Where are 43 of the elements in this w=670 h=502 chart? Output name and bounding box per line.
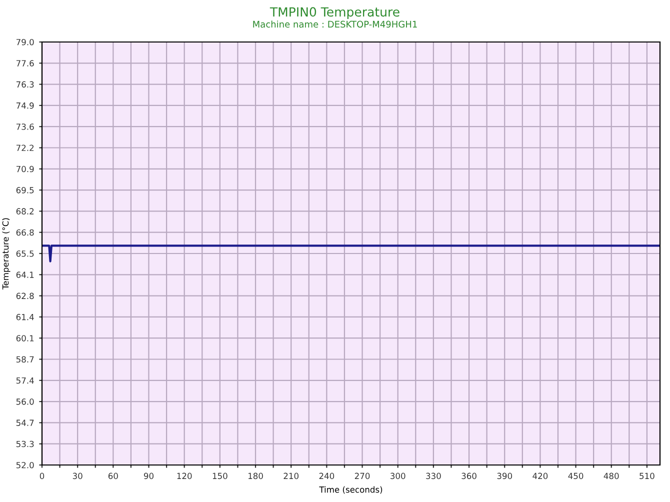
- x-tick-label: 270: [354, 472, 370, 480]
- x-tick-label: 480: [604, 472, 619, 480]
- x-tick-label: 330: [426, 472, 441, 480]
- y-tick-label: 56.0: [16, 398, 34, 405]
- x-tick-label: 360: [462, 472, 476, 480]
- chart-title: TMPIN0 Temperature: [270, 7, 400, 20]
- x-tick-label: 90: [144, 472, 154, 480]
- y-tick-label: 68.2: [16, 208, 34, 214]
- x-tick-label: 30: [72, 472, 82, 480]
- y-tick-label: 53.3: [16, 440, 34, 448]
- y-tick-label: 70.9: [16, 166, 34, 172]
- y-tick-label: 73.6: [16, 124, 34, 130]
- y-tick-label: 64.1: [16, 272, 34, 278]
- y-tick-label: 58.7: [16, 356, 34, 363]
- x-tick-label: 180: [248, 472, 263, 480]
- y-axis-title: Temperature (°C): [2, 218, 10, 290]
- x-tick-label: 0: [40, 472, 44, 480]
- x-tick-label: 390: [497, 472, 512, 480]
- y-tick-label: 74.9: [16, 102, 34, 109]
- x-tick-label: 210: [284, 472, 298, 480]
- y-tick-label: 76.3: [16, 81, 34, 88]
- y-tick-label: 52.0: [16, 462, 34, 468]
- y-tick-label: 66.8: [16, 229, 34, 236]
- y-tick-label: 65.5: [16, 250, 34, 257]
- x-tick-label: 450: [568, 472, 584, 480]
- chart-subtitle: Machine name : DESKTOP-M49HGH1: [253, 20, 417, 28]
- y-tick-label: 57.4: [16, 377, 34, 384]
- y-tick-label: 62.8: [16, 292, 34, 300]
- x-tick-label: 510: [640, 472, 654, 480]
- x-tick-label: 150: [212, 472, 228, 480]
- y-tick-label: 69.5: [16, 187, 34, 194]
- y-tick-label: 79.0: [16, 38, 34, 46]
- y-tick-label: 72.2: [16, 144, 34, 151]
- x-tick-label: 60: [108, 472, 118, 480]
- x-tick-label: 300: [390, 472, 406, 480]
- y-tick-label: 61.4: [16, 314, 34, 320]
- x-tick-label: 240: [319, 472, 334, 480]
- x-tick-label: 120: [177, 472, 192, 480]
- y-tick-label: 77.6: [16, 60, 34, 66]
- x-tick-label: 420: [532, 472, 548, 480]
- y-tick-label: 54.7: [16, 420, 34, 426]
- x-axis-title: Time (seconds): [319, 486, 382, 494]
- y-tick-label: 60.1: [16, 335, 34, 342]
